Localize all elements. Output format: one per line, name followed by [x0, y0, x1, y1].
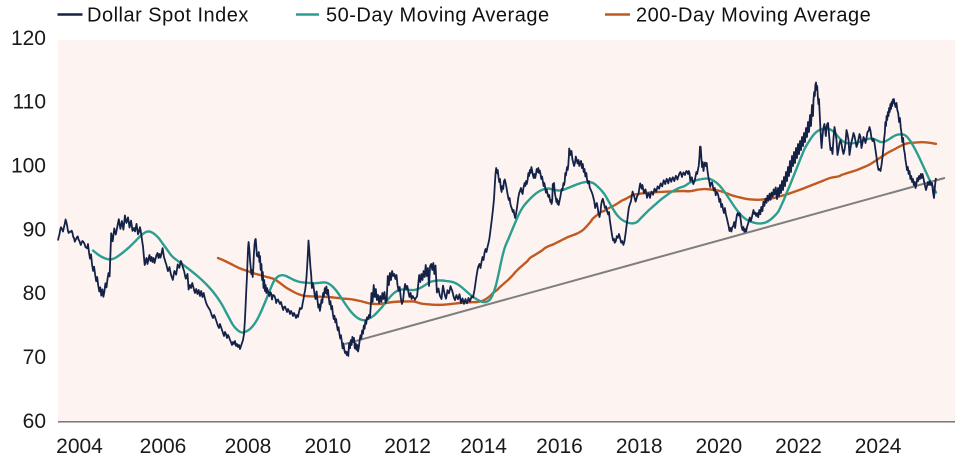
- svg-text:2012: 2012: [384, 435, 431, 458]
- svg-text:2010: 2010: [304, 435, 351, 458]
- svg-text:2004: 2004: [56, 435, 103, 458]
- svg-text:2018: 2018: [616, 435, 663, 458]
- svg-text:Dollar Spot Index: Dollar Spot Index: [87, 5, 249, 27]
- svg-text:2014: 2014: [460, 435, 507, 458]
- svg-text:100: 100: [11, 155, 46, 178]
- svg-text:2020: 2020: [695, 435, 742, 458]
- svg-text:50-Day Moving Average: 50-Day Moving Average: [326, 5, 550, 27]
- svg-text:80: 80: [23, 282, 46, 305]
- svg-text:60: 60: [23, 410, 46, 433]
- svg-text:2024: 2024: [855, 435, 902, 458]
- svg-text:200-Day Moving Average: 200-Day Moving Average: [636, 5, 871, 27]
- svg-text:120: 120: [11, 27, 46, 50]
- svg-text:2008: 2008: [225, 435, 272, 458]
- svg-text:110: 110: [13, 91, 46, 114]
- svg-text:2016: 2016: [536, 435, 583, 458]
- svg-text:2006: 2006: [140, 435, 187, 458]
- svg-text:2022: 2022: [775, 435, 822, 458]
- svg-text:70: 70: [23, 346, 46, 369]
- svg-text:90: 90: [23, 218, 46, 241]
